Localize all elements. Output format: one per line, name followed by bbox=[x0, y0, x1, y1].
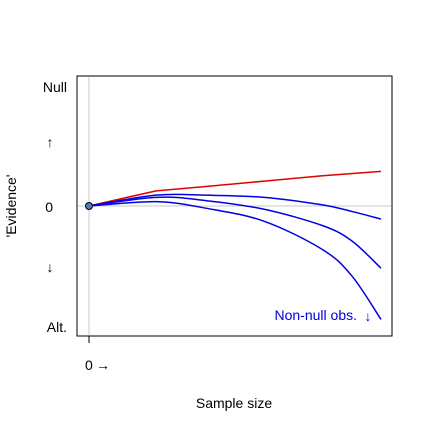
series-line-1 bbox=[88, 170, 382, 207]
series-line-3 bbox=[88, 196, 382, 269]
y-axis-title: 'Evidence' bbox=[3, 175, 19, 238]
x-axis-title: Sample size bbox=[196, 395, 272, 411]
series-line-4 bbox=[88, 200, 382, 320]
y-down-arrow: ↓ bbox=[47, 259, 54, 275]
origin-marker bbox=[85, 202, 93, 210]
plot-frame bbox=[76, 75, 393, 337]
annotation-arrow: ↓ bbox=[365, 308, 372, 324]
y-label-top: Null bbox=[43, 79, 67, 95]
annotation-text: Non-null obs. bbox=[275, 307, 358, 323]
y-up-arrow: ↑ bbox=[47, 134, 54, 150]
x-tick-label: 0 bbox=[85, 357, 93, 373]
x-arrow: → bbox=[96, 357, 110, 373]
y-label-zero: 0 bbox=[45, 199, 53, 215]
y-label-bottom: Alt. bbox=[47, 319, 67, 335]
series-line-2 bbox=[88, 193, 382, 220]
reference-lines bbox=[78, 77, 391, 335]
series-group bbox=[88, 170, 382, 320]
